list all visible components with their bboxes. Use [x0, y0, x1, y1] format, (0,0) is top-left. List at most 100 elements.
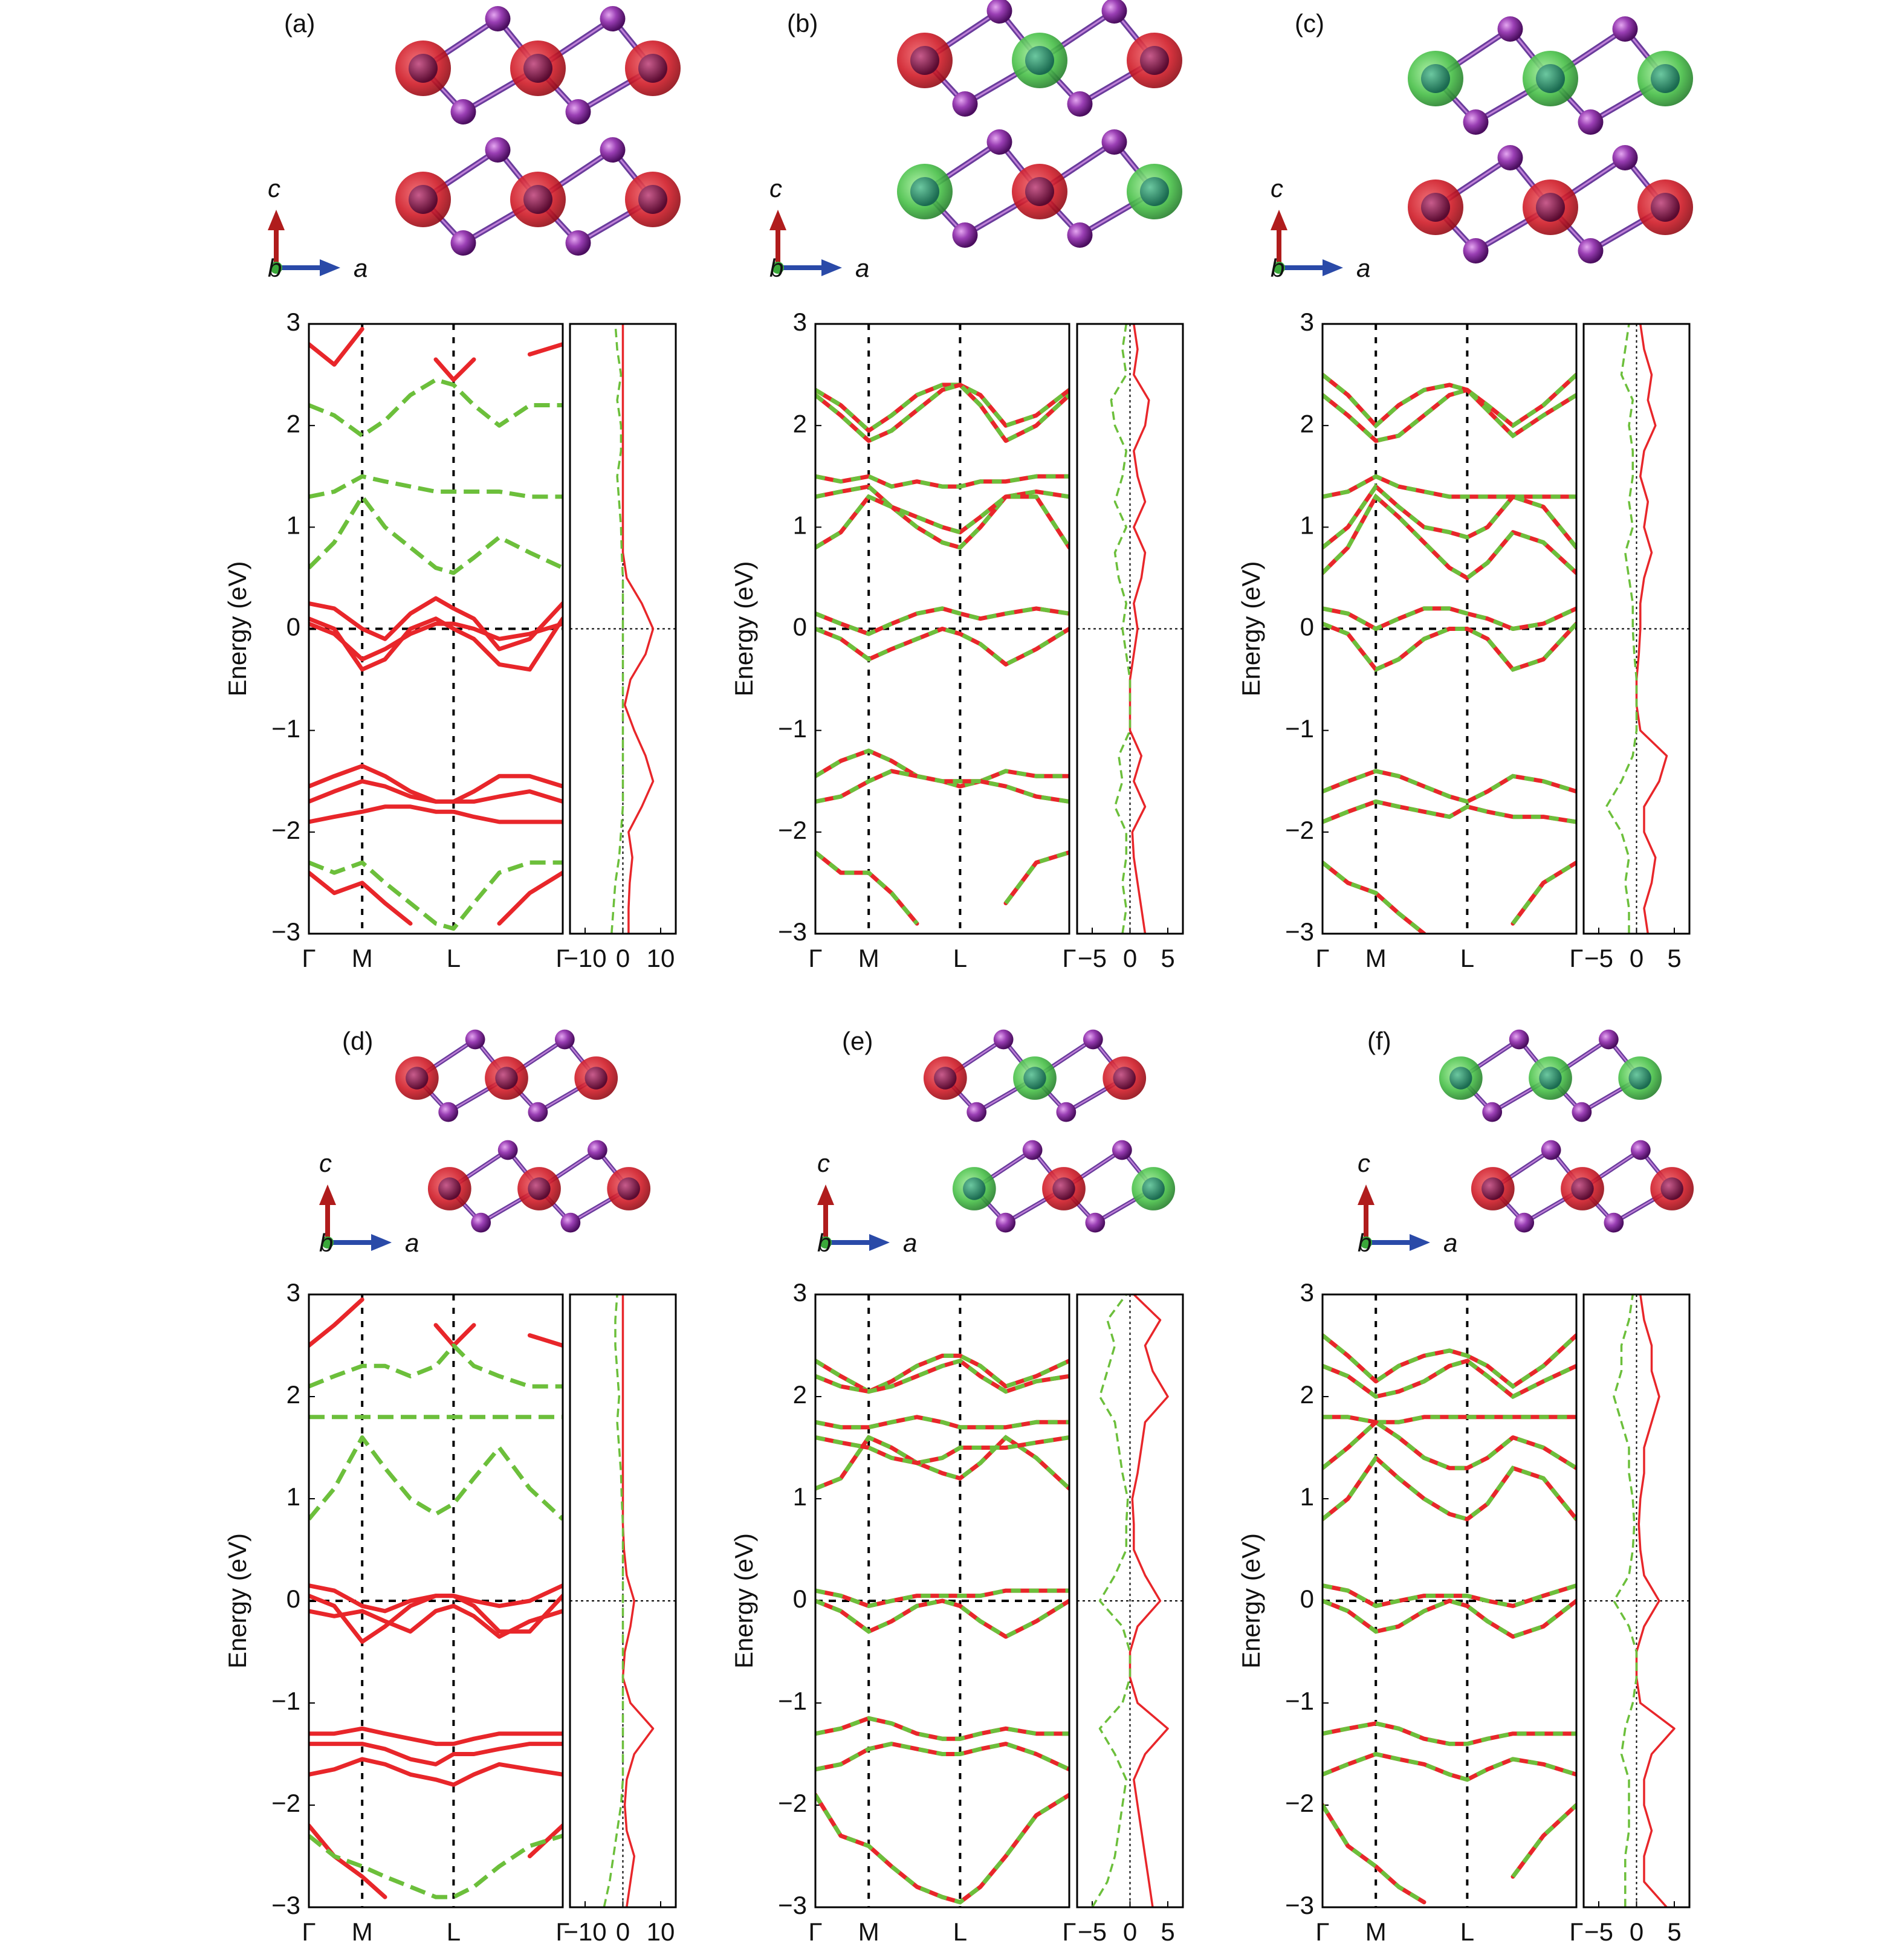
band-line-overlay: [815, 1793, 1069, 1905]
band-line: [309, 474, 563, 499]
metal-atom: [1481, 1177, 1504, 1200]
band-line-overlay: [1323, 1333, 1576, 1389]
crystal-structure: [897, 0, 1182, 248]
anion-atom: [485, 137, 511, 163]
band-line: [309, 1435, 563, 1521]
metal-atom: [1571, 1177, 1594, 1200]
triad-label: a: [855, 254, 869, 282]
band-line-overlay: [1323, 606, 1576, 632]
x-tick-label: Γ: [555, 1918, 569, 1946]
x-tick-label: Γ: [302, 1918, 316, 1946]
band-line: [309, 326, 563, 382]
anion-atom: [1101, 129, 1127, 155]
band-line-overlay: [1323, 621, 1576, 673]
arrow-head: [1358, 1184, 1375, 1205]
triad-label: c: [1271, 174, 1283, 202]
dos-tick-label: −10: [563, 944, 606, 972]
triad-label: c: [817, 1149, 830, 1177]
dos-tick-label: 0: [1630, 1918, 1643, 1946]
metal-atom: [584, 1067, 607, 1090]
band-frame: [308, 323, 564, 935]
band-line-overlay: [1323, 769, 1576, 804]
anion-atom: [600, 6, 626, 31]
anion-atom: [1630, 1140, 1651, 1160]
metal-atom: [1023, 1067, 1046, 1090]
metal-atom: [523, 185, 552, 214]
anion-atom: [1056, 1102, 1077, 1122]
y-tick-label: 0: [793, 613, 807, 641]
band-line: [815, 1353, 1069, 1394]
anion-atom: [1578, 238, 1604, 263]
dos-tick-label: 5: [1161, 1918, 1174, 1946]
y-tick-label: −2: [271, 1789, 300, 1817]
triad-label: b: [268, 254, 282, 282]
arrow-head: [1323, 259, 1343, 276]
y-tick-label: 1: [793, 511, 807, 539]
y-tick-label: 0: [793, 1585, 807, 1613]
x-tick-label: L: [953, 944, 967, 972]
band-line: [309, 764, 563, 804]
triad-label: a: [1443, 1229, 1457, 1257]
anion-atom: [1101, 0, 1127, 24]
y-tick-label: 2: [1300, 1380, 1314, 1409]
band-line: [815, 494, 1069, 550]
metal-atom: [523, 54, 552, 83]
x-tick-label: M: [858, 944, 879, 972]
y-tick-label: 0: [287, 613, 300, 641]
dos-line: [1605, 324, 1638, 934]
triad-label: c: [319, 1149, 332, 1177]
anion-atom: [1604, 1212, 1624, 1233]
arrow-head: [821, 259, 842, 276]
anion-atom: [986, 0, 1012, 24]
x-tick-label: L: [447, 1918, 461, 1946]
y-tick-label: 2: [287, 409, 300, 438]
y-tick-label: −1: [271, 1687, 300, 1715]
axis-b-dot: [1360, 1236, 1372, 1249]
anion-atom: [1083, 1029, 1103, 1050]
bands: [815, 1353, 1069, 1905]
bands: [309, 1297, 563, 1899]
metal-atom: [1421, 193, 1450, 222]
arrow-head: [319, 1184, 336, 1205]
dos-frame: [1582, 1293, 1691, 1908]
x-tick-label: M: [1365, 1918, 1387, 1946]
anion-atom: [986, 129, 1012, 155]
y-tick-label: −3: [271, 1891, 300, 1919]
y-tick-label: −1: [271, 714, 300, 743]
anion-atom: [1598, 1029, 1619, 1050]
bands: [1323, 1333, 1576, 1905]
y-tick-label: 2: [1300, 409, 1314, 438]
y-tick-label: −2: [778, 816, 807, 844]
axis-b-dot: [772, 262, 784, 274]
anion-atom: [554, 1029, 575, 1050]
band-line-overlay: [815, 1415, 1069, 1430]
anion-atom: [497, 1140, 518, 1160]
dos-line: [1635, 1294, 1676, 1907]
anion-atom: [565, 99, 591, 124]
dos-line: [621, 324, 655, 934]
y-tick-label: 3: [287, 1278, 300, 1307]
dos: [1605, 324, 1668, 934]
triad-label: b: [1271, 254, 1284, 282]
metal-atom: [910, 46, 939, 75]
dos-tick-label: 5: [1667, 944, 1681, 972]
band-line: [309, 1742, 563, 1766]
y-tick-label: 3: [1300, 1278, 1314, 1307]
metal-atom: [438, 1177, 461, 1200]
anion-atom: [1497, 16, 1523, 42]
y-tick-label: −1: [1285, 714, 1314, 743]
anion-atom: [528, 1102, 548, 1122]
y-tick-label: 2: [793, 1380, 807, 1409]
band-line-overlay: [1323, 373, 1576, 429]
panel-label: (b): [787, 9, 818, 37]
band-frame: [814, 323, 1070, 935]
y-axis-label: Energy (eV): [223, 561, 251, 696]
band-line: [815, 1792, 1069, 1905]
band-line: [309, 1757, 563, 1787]
band-line-overlay: [815, 474, 1069, 489]
anion-atom: [1463, 238, 1489, 263]
band-line: [1323, 1333, 1576, 1389]
